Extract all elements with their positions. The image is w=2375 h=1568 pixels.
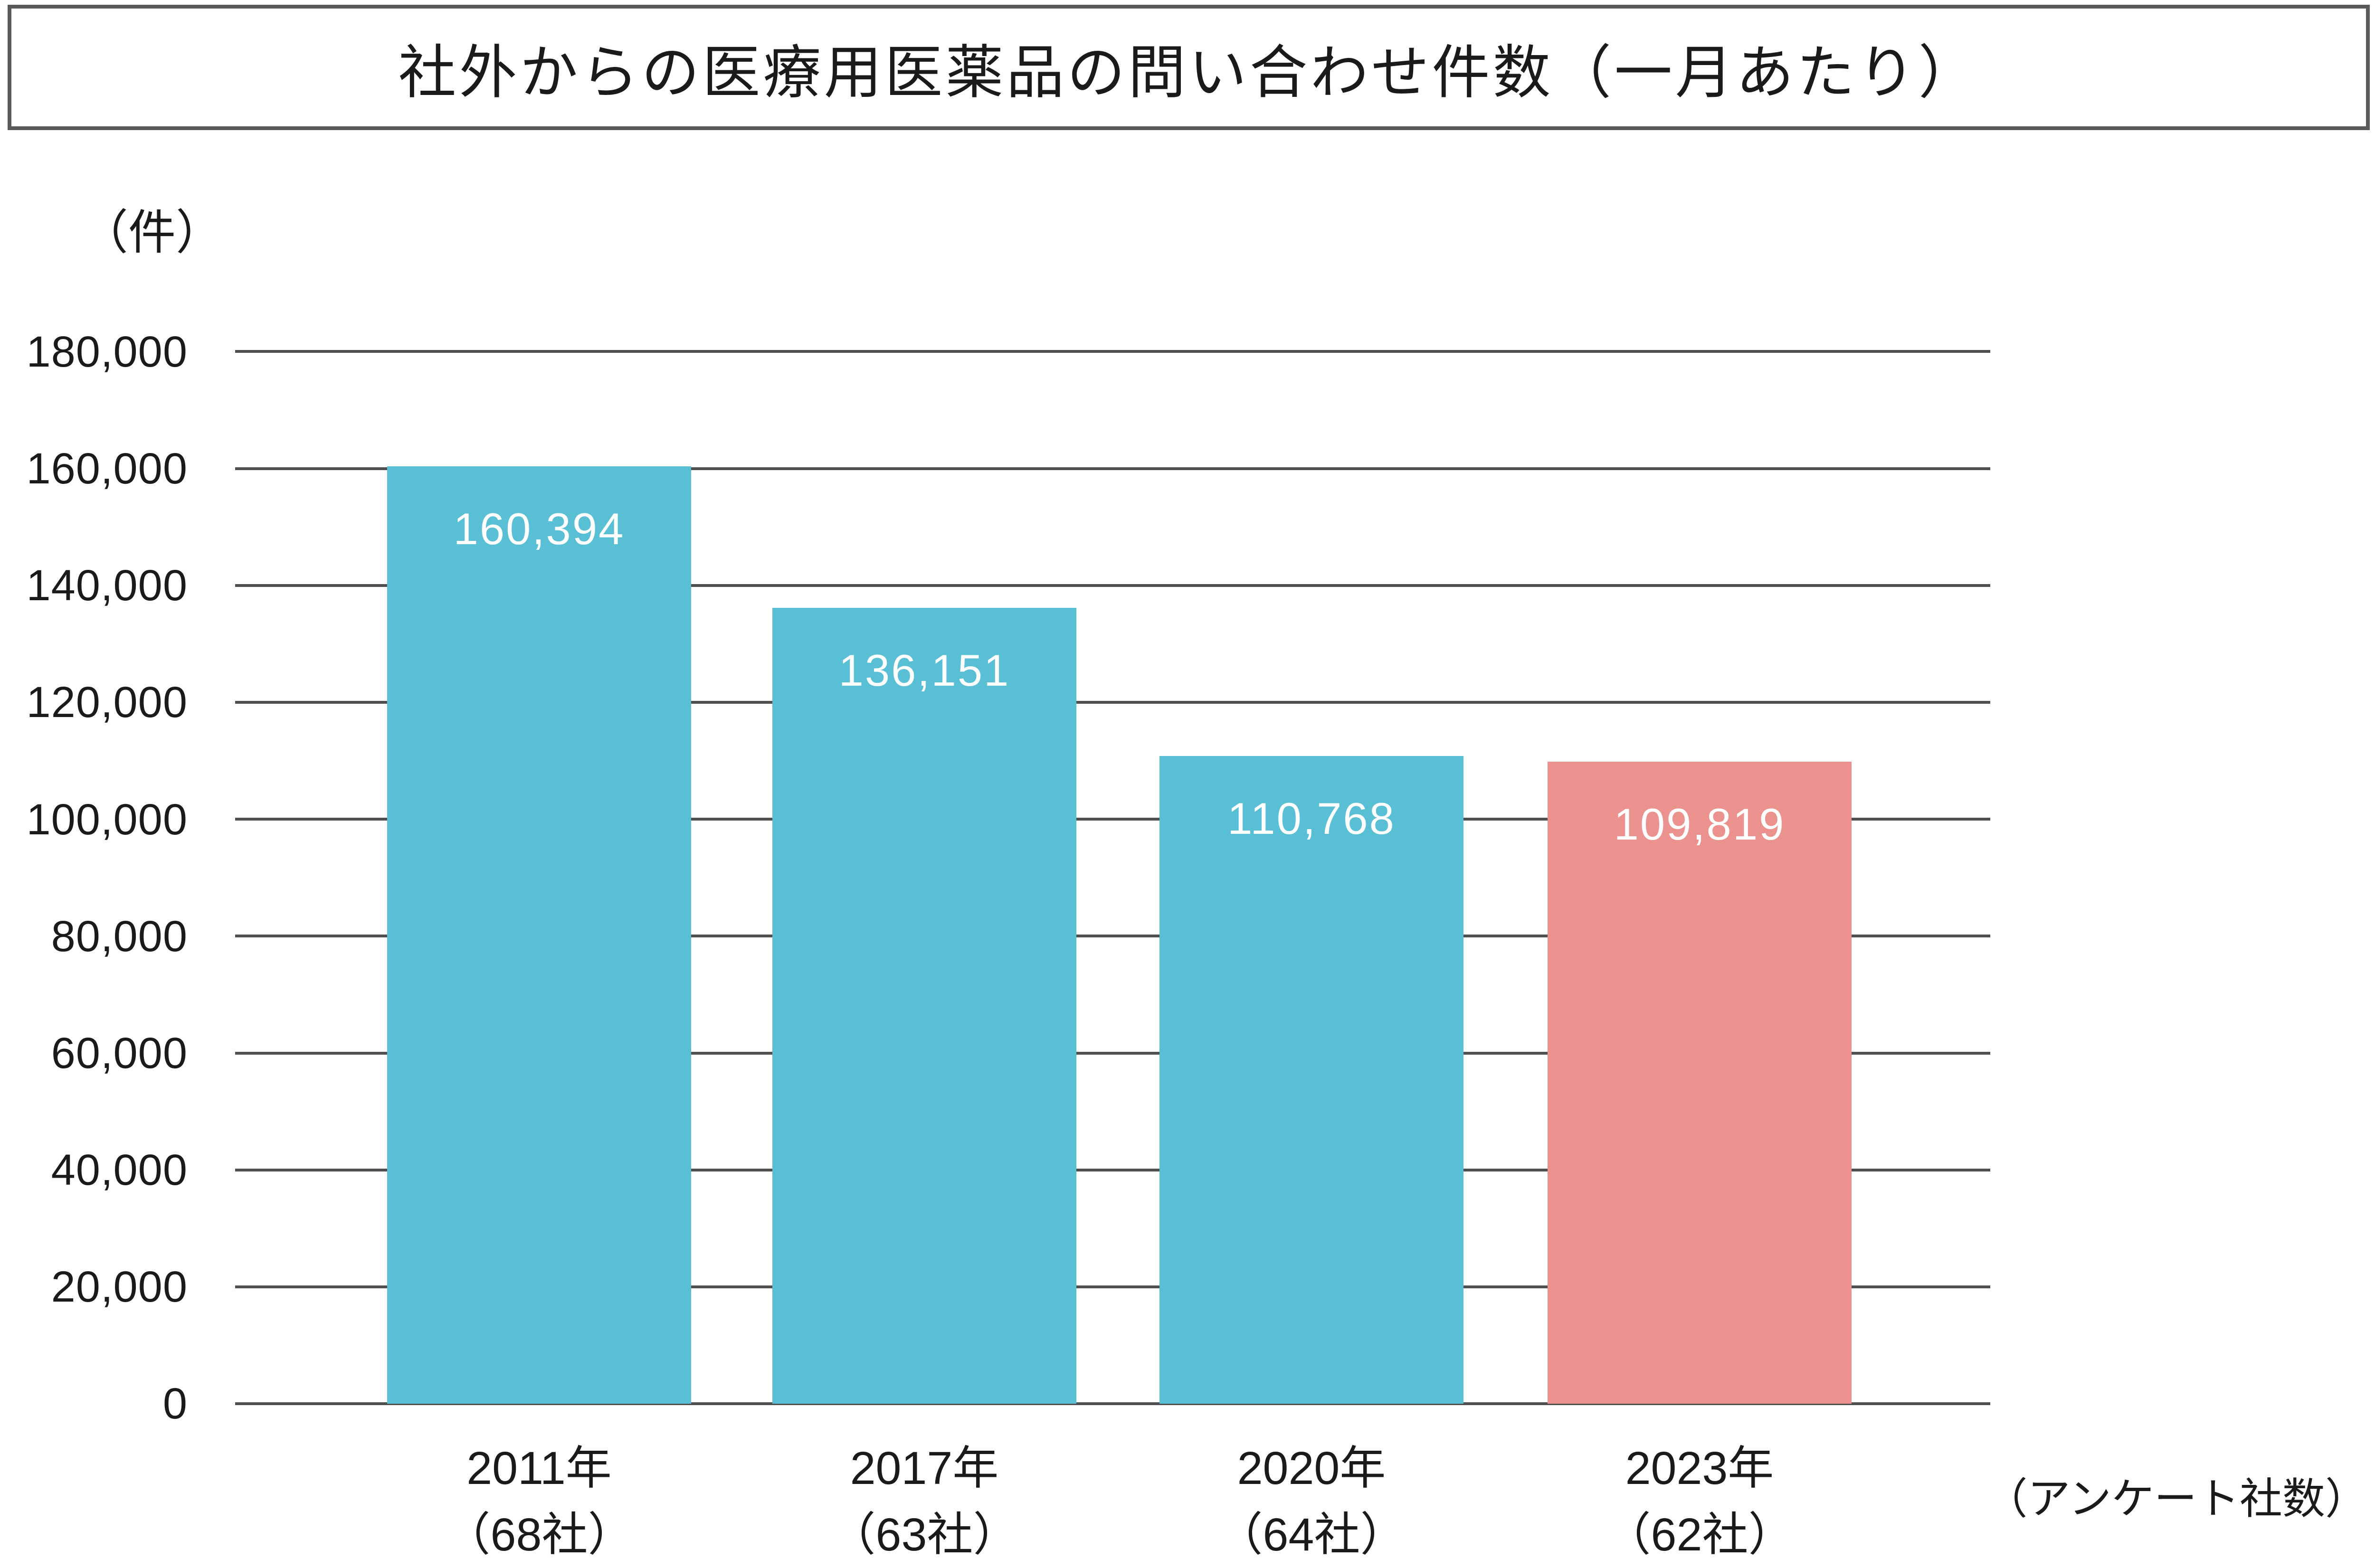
bar-2017: 136,151 <box>772 608 1076 1404</box>
y-tick-label: 180,000 <box>26 328 188 376</box>
x-category-year: 2017年 <box>850 1442 999 1494</box>
y-axis-unit-label: （件） <box>81 206 223 259</box>
y-tick-label: 40,000 <box>51 1146 188 1194</box>
gridline-120000 <box>235 701 1990 704</box>
gridline-160000 <box>235 467 1990 470</box>
x-category-company-count: （63社） <box>829 1509 1019 1560</box>
bar-value-label: 109,819 <box>1614 799 1786 849</box>
gridline-80000 <box>235 935 1990 937</box>
y-tick-label: 0 <box>162 1379 188 1428</box>
y-tick-label: 120,000 <box>26 678 188 727</box>
x-category-year: 2011年 <box>466 1442 612 1494</box>
x-category-company-count: （64社） <box>1216 1509 1406 1560</box>
x-category-year: 2023年 <box>1625 1442 1774 1494</box>
chart-title: 社外からの医療用医薬品の問い合わせ件数（一月あたり） <box>398 40 1979 105</box>
survey-company-count-note: （アンケート社数） <box>1985 1475 2368 1523</box>
bar-value-label: 110,768 <box>1227 793 1396 843</box>
x-category-company-count: （62社） <box>1605 1509 1795 1560</box>
y-tick-label: 60,000 <box>51 1029 188 1077</box>
x-category-label-2011: 2011年 （68社） <box>344 1435 734 1568</box>
bar-2023: 109,819 <box>1548 762 1852 1404</box>
bar-value-label: 136,151 <box>838 645 1010 695</box>
gridline-0-baseline <box>235 1402 1990 1405</box>
x-category-company-count: （68社） <box>444 1509 634 1560</box>
x-category-year: 2020年 <box>1237 1442 1386 1494</box>
y-tick-label: 160,000 <box>26 444 188 493</box>
x-category-label-2023: 2023年 （62社） <box>1505 1435 1894 1568</box>
bar-2011: 160,394 <box>387 466 691 1404</box>
y-tick-label: 140,000 <box>26 561 188 610</box>
bar-value-label: 160,394 <box>453 504 625 554</box>
gridline-60000 <box>235 1052 1990 1055</box>
chart-title-box: 社外からの医療用医薬品の問い合わせ件数（一月あたり） <box>8 5 2370 130</box>
gridline-140000 <box>235 584 1990 587</box>
x-category-label-2017: 2017年 （63社） <box>730 1435 1119 1568</box>
bar-2020: 110,768 <box>1159 756 1463 1404</box>
x-category-label-2020: 2020年 （64社） <box>1117 1435 1506 1568</box>
gridline-100000 <box>235 818 1990 821</box>
y-tick-label: 80,000 <box>51 912 188 961</box>
gridline-20000 <box>235 1285 1990 1288</box>
y-tick-label: 100,000 <box>26 795 188 844</box>
gridline-40000 <box>235 1169 1990 1171</box>
gridline-180000 <box>235 350 1990 353</box>
y-tick-label: 20,000 <box>51 1263 188 1311</box>
